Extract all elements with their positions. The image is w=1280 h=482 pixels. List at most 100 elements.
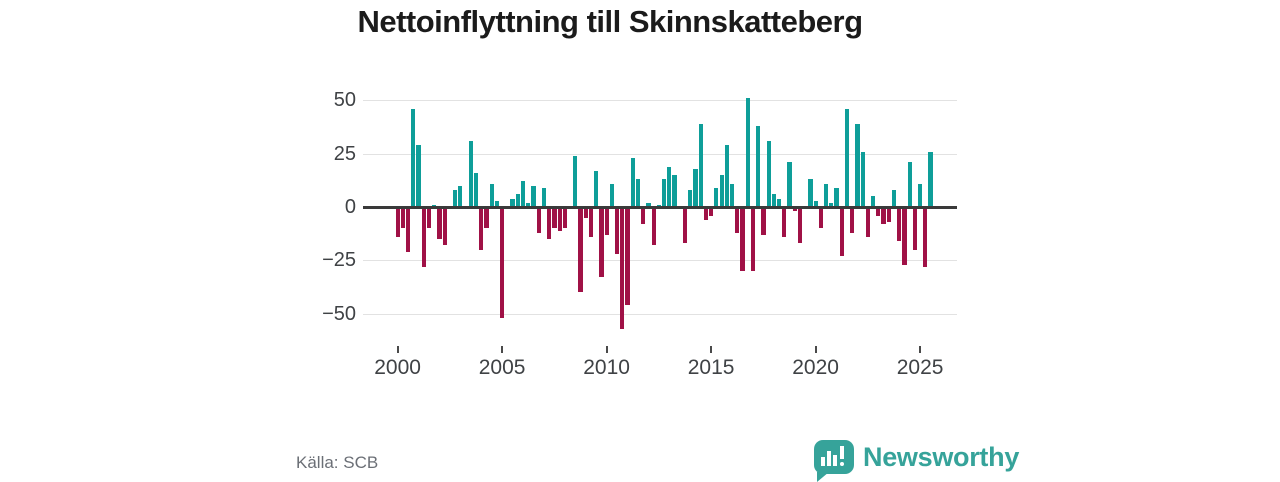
bar-2008Q3-value-24 <box>573 155 578 207</box>
y-tick-label-50: 50 <box>333 89 356 112</box>
bar-2006Q4-value--12 <box>536 207 541 233</box>
gridline-25 <box>363 153 957 155</box>
bar-2007Q4-value--11 <box>557 207 562 231</box>
chart-title: Nettoinflyttning till Skinnskatteberg <box>357 4 863 39</box>
bar-2014Q3-value-39 <box>698 123 703 207</box>
bar-2009Q3-value-17 <box>594 170 599 207</box>
bar-2010Q2-value-11 <box>609 183 614 207</box>
bar-2023Q1-value--4 <box>876 207 881 216</box>
bar-2015Q1-value--4 <box>709 207 714 216</box>
x-tick-label-2020: 2020 <box>792 356 839 379</box>
bar-2000Q2-value--10 <box>400 207 405 229</box>
bar-2014Q4-value--6 <box>703 207 709 220</box>
bar-2021Q1-value-9 <box>834 187 839 207</box>
mini-bar-2 <box>827 451 831 466</box>
bar-2016Q4-value-51 <box>745 98 750 207</box>
bar-2020Q3-value-11 <box>824 183 829 207</box>
bar-2024Q1-value--16 <box>897 207 902 242</box>
bar-2016Q2-value--12 <box>735 207 740 233</box>
bar-2010Q3-value--22 <box>615 207 620 254</box>
bar-2012Q4-value-13 <box>662 179 667 207</box>
bar-2022Q2-value-26 <box>860 151 865 207</box>
gridline-50 <box>363 100 957 102</box>
bar-2003Q4-value-16 <box>473 172 479 207</box>
x-tick-label-2015: 2015 <box>687 356 735 379</box>
bar-2008Q1-value--10 <box>562 207 567 229</box>
y-tick-label-0: 0 <box>344 196 356 218</box>
gridline--25 <box>363 260 957 262</box>
bar-2011Q2-value-23 <box>630 157 635 207</box>
bar-2017Q4-value-31 <box>766 140 771 207</box>
x-tick-2020 <box>814 346 817 353</box>
bar-2002Q1-value--15 <box>437 207 442 239</box>
bar-2010Q4-value--57 <box>620 207 625 329</box>
bar-2022Q4-value-5 <box>871 196 876 207</box>
bar-2022Q3-value--14 <box>865 207 871 237</box>
bar-2005Q3-value-4 <box>510 198 515 207</box>
bar-2001Q2-value--28 <box>421 207 426 267</box>
bar-2021Q3-value-46 <box>844 108 850 207</box>
bar-2020Q2-value--10 <box>818 207 823 229</box>
source-caption: Källa: SCB <box>296 453 379 472</box>
bar-2002Q2-value--18 <box>442 207 447 246</box>
x-tick-label-2010: 2010 <box>583 356 630 379</box>
bar-2009Q2-value--14 <box>588 207 594 237</box>
bar-2005Q4-value-6 <box>515 194 520 207</box>
y-tick-label--25: −25 <box>322 249 356 272</box>
bar-2001Q3-value--10 <box>426 207 432 229</box>
bar-2019Q1-value--2 <box>792 207 797 212</box>
bar-2003Q3-value-31 <box>468 140 473 207</box>
bar-2021Q4-value--12 <box>850 207 855 233</box>
bar-2000Q1-value--14 <box>395 207 400 237</box>
bar-2015Q3-value-15 <box>719 175 724 207</box>
bar-2017Q2-value-38 <box>756 125 761 207</box>
x-tick-2025 <box>919 346 922 353</box>
bar-2007Q3-value--10 <box>552 207 557 229</box>
bar-2008Q4-value--40 <box>578 207 583 293</box>
speech-bubble-tail <box>817 472 829 482</box>
bar-2011Q4-value--8 <box>641 207 646 225</box>
bar-2011Q1-value--46 <box>625 207 630 306</box>
newsworthy-wordmark: Newsworthy <box>863 442 1020 472</box>
bar-2006Q2-value-2 <box>526 202 531 207</box>
bar-2005Q1-value--52 <box>500 207 505 318</box>
x-tick-label-2000: 2000 <box>374 356 421 379</box>
bar-2014Q1-value-8 <box>688 189 693 207</box>
bar-2025Q2-value--28 <box>923 207 928 267</box>
bar-2022Q1-value-39 <box>855 123 860 207</box>
bar-2004Q2-value--10 <box>484 207 489 229</box>
bar-2010Q1-value--13 <box>604 207 609 235</box>
y-tick-label-25: 25 <box>333 142 356 165</box>
bar-2019Q4-value-13 <box>808 179 813 207</box>
gridline--50 <box>363 313 957 315</box>
mini-bar-1 <box>821 457 825 466</box>
bar-2014Q2-value-18 <box>693 168 698 207</box>
x-tick-2015 <box>710 346 713 353</box>
bar-2015Q4-value-29 <box>724 145 729 207</box>
bar-2020Q1-value-3 <box>813 200 818 207</box>
bar-2004Q3-value-11 <box>489 183 494 207</box>
bar-2004Q4-value-3 <box>494 200 500 207</box>
bar-2013Q1-value-19 <box>667 166 672 207</box>
bar-2024Q4-value--20 <box>912 207 918 250</box>
bar-2012Q2-value--18 <box>651 207 656 246</box>
x-tick-2010 <box>605 346 608 353</box>
bar-2024Q3-value-21 <box>907 162 912 207</box>
bar-2018Q1-value-6 <box>771 194 776 207</box>
bar-2011Q3-value-13 <box>635 179 641 207</box>
bar-2013Q4-value--17 <box>682 207 688 244</box>
bar-2023Q2-value--8 <box>881 207 886 225</box>
bar-2013Q2-value-15 <box>672 175 677 207</box>
bar-2020Q4-value-2 <box>829 202 834 207</box>
bar-2012Q1-value-2 <box>646 202 651 207</box>
mini-bar-3 <box>833 455 837 466</box>
bar-2015Q2-value-9 <box>714 187 719 207</box>
bar-2003Q1-value-10 <box>458 185 463 207</box>
bar-2016Q1-value-11 <box>729 183 735 207</box>
exclamation-dot <box>840 462 844 466</box>
x-tick-2005 <box>501 346 504 353</box>
bar-2000Q3-value--21 <box>405 207 411 252</box>
bar-2018Q4-value-21 <box>787 162 792 207</box>
y-tick-label--50: −50 <box>322 302 356 325</box>
